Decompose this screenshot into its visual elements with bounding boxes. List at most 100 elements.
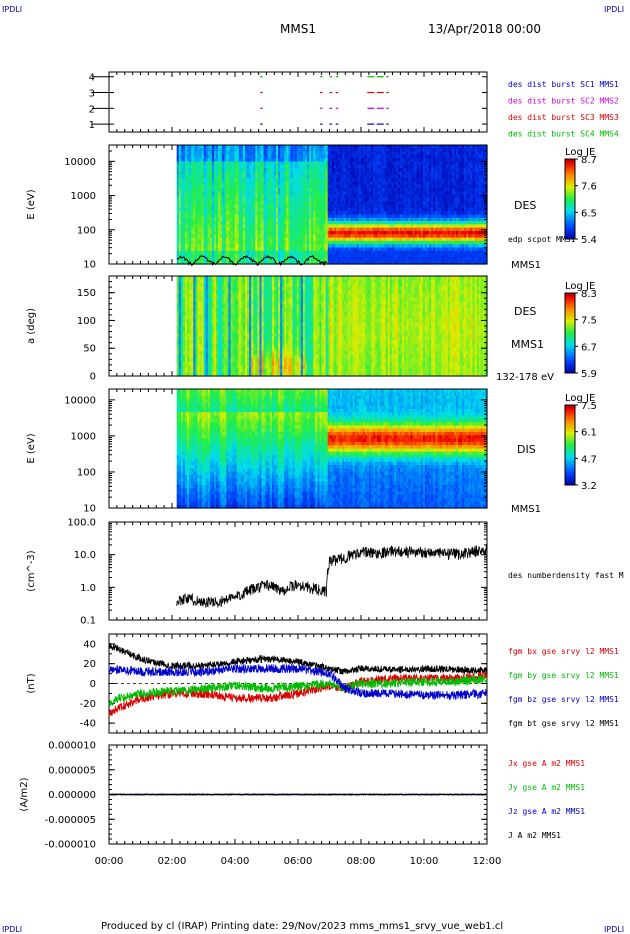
heatmap-cell [387,171,391,176]
heatmap-cell [290,211,294,216]
heatmap-cell [338,254,341,258]
heatmap-cell [263,184,267,189]
heatmap-cell [224,187,227,192]
heatmap-cell [269,181,273,186]
heatmap-cell [412,211,416,216]
heatmap-cell [244,257,248,262]
heatmap-cell [242,148,246,153]
heatmap-cell [224,221,227,225]
heatmap-cell [422,151,426,156]
heatmap-cell [346,151,350,156]
heatmap-cell [284,214,287,219]
heatmap-cell [420,145,424,149]
heatmap-cell [402,207,405,212]
heatmap-cell [400,178,403,182]
heatmap-cell [424,178,428,182]
heatmap-cell [296,158,300,163]
heatmap-cell [323,168,327,173]
heatmap-cell [226,214,230,219]
heatmap-cell [298,145,302,149]
heatmap-cell [286,217,290,222]
heatmap-cell [251,207,254,212]
heatmap-cell [410,260,414,265]
heatmap-cell [325,254,329,258]
heatmap-cell [185,184,188,189]
heatmap-cell [313,214,316,219]
heatmap-cell [406,211,409,216]
heatmap-cell [211,247,215,252]
heatmap-cell [395,230,399,235]
heatmap-cell [187,204,190,209]
heatmap-cell [238,168,242,173]
heatmap-cell [251,164,254,169]
heatmap-cell [300,250,304,255]
heatmap-cell [418,174,422,179]
heatmap-cell [331,161,335,166]
heatmap-cell [222,230,225,235]
heatmap-cell [304,221,308,225]
heatmap-cell [447,174,451,179]
heatmap-cell [290,214,294,219]
heatmap-cell [213,260,217,265]
heatmap-cell [412,181,416,186]
heatmap-cell [410,187,414,192]
heatmap-cell [222,224,225,229]
heatmap-cell [313,257,316,262]
heatmap-cell [400,151,403,156]
heatmap-cell [261,191,265,196]
heatmap-cell [420,230,424,235]
heatmap-cell [271,174,275,179]
heatmap-cell [269,211,273,216]
heatmap-cell [284,187,287,192]
heatmap-cell [360,214,364,219]
heatmap-cell [298,178,302,182]
heatmap-cell [427,145,430,149]
heatmap-cell [381,260,385,265]
heatmap-cell [350,207,354,212]
heatmap-cell [404,217,407,222]
heatmap-cell [393,254,397,258]
heatmap-cell [333,224,337,229]
heatmap-cell [340,240,343,245]
heatmap-cell [205,237,209,242]
heatmap-cell [249,211,252,216]
heatmap-cell [325,187,329,192]
heatmap-cell [309,254,312,258]
heatmap-cell [385,237,389,242]
heatmap-cell [362,171,366,176]
heatmap-cell [352,217,356,222]
heatmap-cell [244,247,248,252]
heatmap-cell [226,207,230,212]
heatmap-cell [362,230,366,235]
heatmap-cell [408,260,412,265]
heatmap-cell [342,247,345,252]
heatmap-cell [220,161,223,166]
heatmap-cell [218,168,221,173]
heatmap-cell [205,187,209,192]
heatmap-cell [395,257,399,262]
heatmap-cell [292,217,296,222]
heatmap-cell [255,184,258,189]
heatmap-cell [431,257,434,262]
heatmap-cell [416,234,420,239]
heatmap-cell [375,184,378,189]
heatmap-cell [329,191,333,196]
heatmap-cell [228,201,232,206]
heatmap-cell [207,224,211,229]
heatmap-cell [242,168,246,173]
heatmap-cell [315,240,318,245]
heatmap-cell [439,247,443,252]
heatmap-cell [207,197,211,202]
heatmap-cell [346,171,350,176]
heatmap-cell [176,197,180,202]
heatmap-cell [304,247,308,252]
heatmap-cell [443,244,447,249]
heatmap-cell [379,178,383,182]
heatmap-cell [333,194,337,199]
heatmap-cell [336,171,339,176]
heatmap-cell [282,227,285,232]
heatmap-cell [222,168,225,173]
heatmap-cell [213,181,217,186]
heatmap-cell [387,244,391,249]
heatmap-cell [187,194,190,199]
